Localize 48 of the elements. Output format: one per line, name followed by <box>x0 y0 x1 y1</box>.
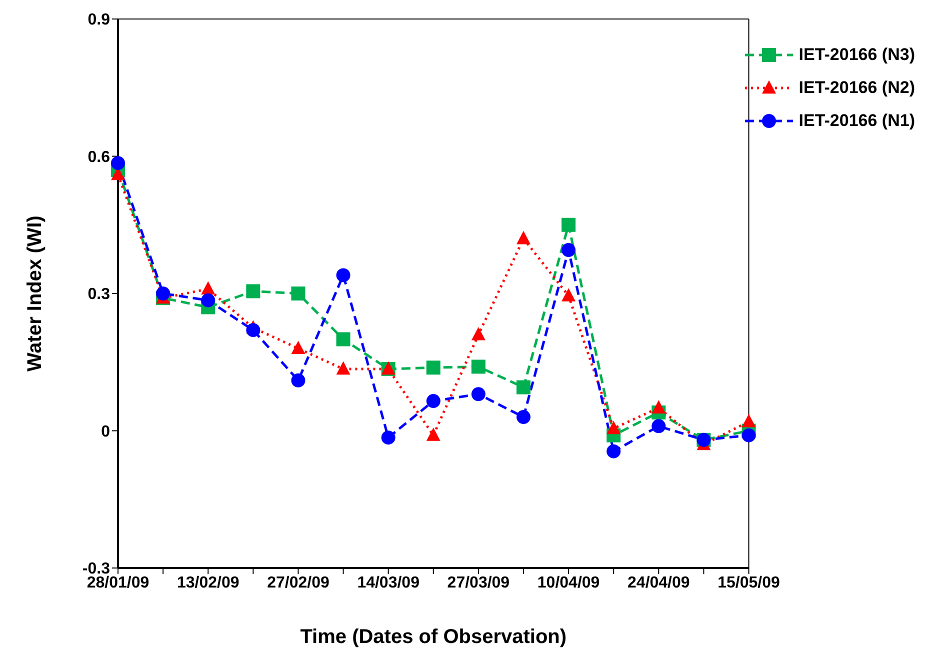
point <box>516 410 530 424</box>
point <box>562 218 576 232</box>
point <box>471 360 486 374</box>
y-tick-label: 0.3 <box>88 286 110 304</box>
y-axis-title: Water Index (WI) <box>24 216 46 372</box>
x-tick-label: 24/04/09 <box>628 574 690 592</box>
x-axis-title: Time (Dates of Observation) <box>300 626 567 648</box>
y-tick-label: 0.9 <box>88 12 110 29</box>
point <box>742 428 756 442</box>
point <box>336 332 350 346</box>
y-tick-label: 0.6 <box>88 148 110 166</box>
x-tick-label: 28/01/09 <box>86 574 150 592</box>
point <box>426 428 440 441</box>
legend-label: IET-20166 (N2) <box>798 78 915 98</box>
point <box>562 288 576 302</box>
point <box>516 230 530 244</box>
point <box>336 268 350 282</box>
point <box>201 293 216 308</box>
legend-label: IET-20166 (N3) <box>798 44 915 64</box>
point <box>111 156 125 170</box>
point <box>201 281 216 295</box>
x-tick-label: 13/02/09 <box>176 574 240 592</box>
point <box>562 243 576 258</box>
point <box>652 419 666 434</box>
point <box>606 420 621 434</box>
point <box>742 414 756 428</box>
point <box>381 430 396 445</box>
x-tick-label: 10/04/09 <box>537 574 600 592</box>
point <box>291 373 306 388</box>
point <box>426 394 440 408</box>
point <box>652 400 666 414</box>
point <box>156 286 170 300</box>
x-tick-label: 15/05/09 <box>718 574 780 592</box>
x-tick-label: 14/03/09 <box>357 574 420 592</box>
point <box>471 326 486 340</box>
x-tick-label: 27/02/09 <box>267 574 330 592</box>
point <box>291 286 306 300</box>
point <box>246 284 260 298</box>
point <box>471 387 486 402</box>
legend-label: IET-20166 (N1) <box>798 110 915 130</box>
point <box>426 360 440 375</box>
point <box>291 340 306 354</box>
point <box>246 323 260 338</box>
point <box>336 361 350 375</box>
y-tick-label: 0 <box>101 423 110 440</box>
point <box>516 380 530 394</box>
point <box>606 444 621 458</box>
x-tick-label: 27/03/09 <box>447 574 510 592</box>
